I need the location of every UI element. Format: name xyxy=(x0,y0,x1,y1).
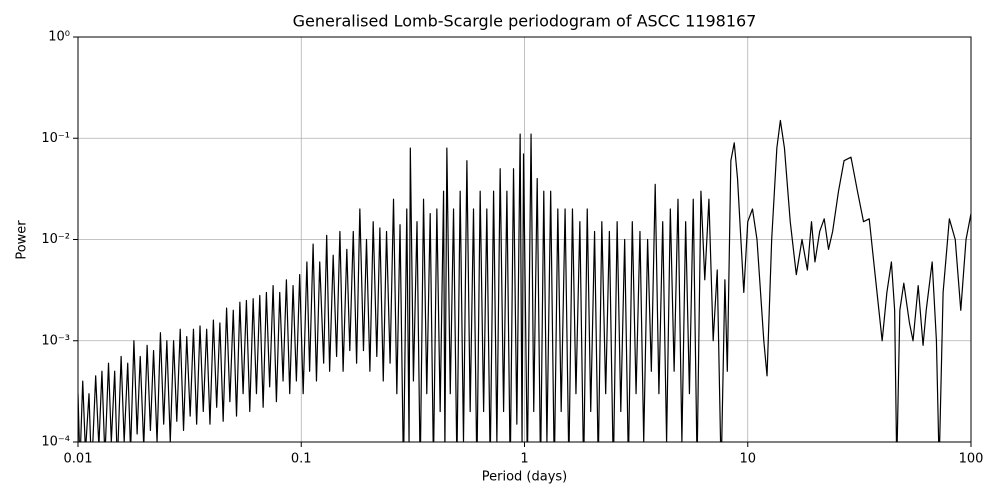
x-tick-label: 10 xyxy=(739,452,756,467)
y-tick-label: 10⁻¹ xyxy=(41,131,70,146)
periodogram-line xyxy=(78,119,971,442)
x-tick-label: 100 xyxy=(959,452,984,467)
y-tick-label: 10⁰ xyxy=(48,30,70,45)
plot-frame xyxy=(77,36,972,443)
x-tick-label: 1 xyxy=(520,452,528,467)
y-axis-label: Power xyxy=(15,220,30,260)
x-tick-label: 0.1 xyxy=(291,452,312,467)
chart-title: Generalised Lomb-Scargle periodogram of … xyxy=(293,12,757,31)
x-axis-label: Period (days) xyxy=(482,470,568,485)
y-tick-label: 10⁻² xyxy=(41,232,70,247)
x-tick-label: 0.01 xyxy=(64,452,93,467)
y-tick-label: 10⁻⁴ xyxy=(41,435,70,450)
y-tick-label: 10⁻³ xyxy=(41,333,70,348)
